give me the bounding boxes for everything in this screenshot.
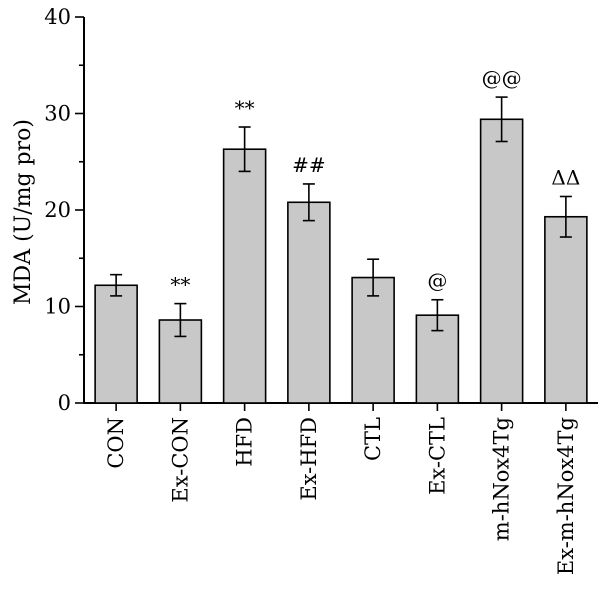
significance-labels: ****##@@@ΔΔ	[170, 66, 580, 297]
x-category-label: CON	[104, 417, 128, 469]
bar-ex-m-hnox4tg	[544, 215, 588, 404]
significance-label: @	[427, 269, 447, 293]
x-category-label: HFD	[233, 417, 257, 467]
y-axis-title: MDA (U/mg pro)	[11, 119, 36, 305]
significance-label: **	[170, 273, 190, 297]
y-tick-label: 40	[44, 5, 71, 29]
y-tick-label: 30	[44, 102, 71, 126]
x-category-label: m-hNox4Tg	[490, 417, 514, 541]
significance-label: ##	[292, 153, 326, 177]
x-category-label: Ex-HFD	[297, 417, 321, 501]
x-category-label: CTL	[361, 417, 385, 461]
bar-hfd	[222, 148, 267, 404]
bar-con	[94, 284, 138, 404]
bars	[94, 118, 588, 404]
bar-ex-hfd	[287, 201, 331, 404]
y-tick-label: 20	[44, 198, 71, 222]
bar-m-hnox4tg	[479, 118, 524, 404]
x-category-label: Ex-m-hNox4Tg	[554, 417, 578, 575]
bar-ex-ctl	[415, 314, 460, 404]
x-category-label: Ex-CTL	[425, 417, 449, 495]
significance-label: ΔΔ	[551, 165, 580, 189]
significance-label: **	[235, 96, 255, 120]
error-bars	[110, 96, 572, 338]
category-labels: CON Ex-CON HFD Ex-HFD CTL Ex-CTL m-hNox4Tg Ex-m…	[104, 417, 578, 575]
significance-label: @@	[482, 66, 522, 90]
y-tick-label: 0	[58, 391, 71, 415]
x-category-label: Ex-CON	[168, 417, 192, 503]
y-tick-label: 10	[44, 295, 71, 319]
bar-ctl	[351, 276, 395, 404]
